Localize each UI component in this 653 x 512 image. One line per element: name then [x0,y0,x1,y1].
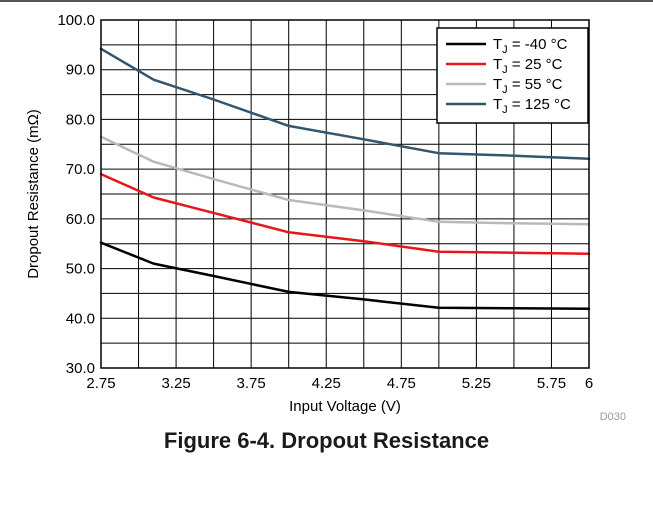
x-tick-label: 5.75 [537,375,566,392]
x-tick-labels: 2.75 3.25 3.75 4.25 4.75 5.25 5.75 6 [86,375,593,392]
x-tick-label: 5.25 [462,375,491,392]
grid [101,20,589,368]
plot-frame [100,19,590,369]
y-tick-label: 90.0 [66,62,95,79]
legend-label: TJ = 125 °C [493,96,571,116]
y-tick-label: 100.0 [57,12,95,29]
top-rule [0,0,653,2]
x-axis-label: Input Voltage (V) [289,398,401,415]
legend: TJ = -40 °CTJ = 25 °CTJ = 55 °CTJ = 125 … [436,27,589,124]
y-axis-label: Dropout Resistance (mΩ) [25,109,42,279]
y-tick-label: 50.0 [66,261,95,278]
series-line [99,241,591,311]
x-tick-label: 4.25 [312,375,341,392]
x-tick-label: 6 [585,375,593,392]
dropout-resistance-chart: 2.75 3.25 3.75 4.25 4.75 5.25 5.75 6 30.0 40.0 50… [25,12,626,423]
legend-label: TJ = -40 °C [493,36,568,56]
legend-label: TJ = 25 °C [493,56,563,76]
y-tick-label: 70.0 [66,161,95,178]
series-line [99,135,591,226]
x-tick-label: 3.25 [161,375,190,392]
x-tick-label: 3.75 [237,375,266,392]
y-tick-label: 80.0 [66,111,95,128]
series-line [99,172,591,255]
y-tick-label: 40.0 [66,310,95,327]
figure-code: D030 [600,411,626,423]
y-tick-labels: 30.0 40.0 50.0 60.0 70.0 80.0 90.0 100.0 [57,12,95,377]
legend-label: TJ = 55 °C [493,76,563,96]
x-tick-label: 2.75 [86,375,115,392]
figure-caption: Figure 6-4. Dropout Resistance [163,428,490,453]
x-tick-label: 4.75 [387,375,416,392]
series-layer [99,47,591,311]
y-tick-label: 60.0 [66,211,95,228]
y-tick-label: 30.0 [66,360,95,377]
series-line [99,47,591,160]
